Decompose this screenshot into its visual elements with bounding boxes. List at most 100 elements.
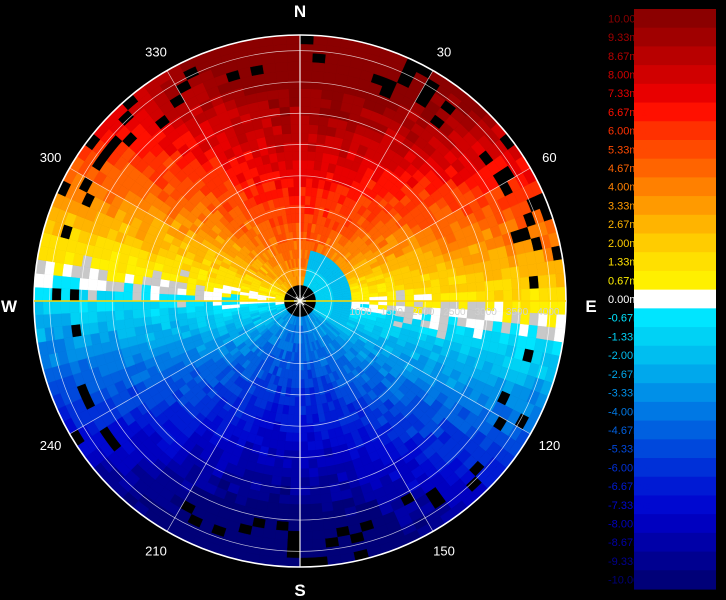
velocity-cell [78,300,89,313]
velocity-cell [141,275,153,286]
velocity-cell [287,70,301,81]
velocity-cell [70,264,82,279]
velocity-cell [289,486,301,496]
legend-label: 0.67m/s [608,275,648,287]
velocity-cell [150,285,160,294]
velocity-cell [321,80,335,92]
legend-label: 4.67m/s [608,163,648,175]
legend-label: 2.00m/s [608,238,648,250]
velocity-cell [283,449,293,460]
velocity-cell [320,492,333,504]
velocity-cell [132,274,144,285]
velocity-cell [123,282,134,293]
velocity-cell [87,289,97,302]
velocity-cell [457,283,468,293]
velocity-cell [266,89,279,101]
legend-label: -7.33m/s [608,500,651,512]
velocity-cell [302,361,308,371]
velocity-cell [299,557,315,568]
velocity-cell [315,448,326,460]
velocity-cell [299,370,305,380]
velocity-cell [287,186,295,197]
velocity-cell [308,124,319,135]
velocity-cell [528,275,540,290]
velocity-cell [266,143,277,155]
velocity-cell [306,432,315,443]
velocity-cell [291,441,301,452]
velocity-cell [321,89,334,101]
velocity-cell [115,271,126,283]
velocity-cell [87,300,97,313]
velocity-cell [475,281,486,292]
velocity-cells [33,34,567,568]
velocity-cell [272,466,283,477]
velocity-cell [176,300,187,308]
velocity-cell [265,510,279,522]
velocity-cell [132,283,143,293]
velocity-cell [317,125,328,136]
velocity-cell [280,178,289,189]
azimuth-tick-label: 240 [40,438,62,453]
legend-label: 5.33m/s [608,144,648,156]
velocity-cell [185,300,196,308]
velocity-cell [422,293,433,302]
velocity-cell [176,294,187,302]
velocity-cell [518,323,530,338]
velocity-cell [299,79,312,90]
velocity-cell [158,300,169,309]
azimuth-tick-label: 60 [542,150,556,165]
velocity-cell [270,116,282,127]
velocity-cell [285,423,294,434]
velocity-cell [306,159,315,170]
velocity-cell [299,186,307,197]
velocity-cell [114,291,124,302]
velocity-cell [158,307,169,316]
velocity-cell [293,414,301,425]
velocity-cell [70,323,82,338]
velocity-cell [299,43,314,54]
legend-label: 9.33m/s [608,32,648,44]
velocity-cell [447,316,459,327]
velocity-cell [299,521,313,532]
legend-label: 10.00m/s [608,13,654,25]
legend-label: 2.67m/s [608,219,648,231]
velocity-cell [267,98,280,110]
velocity-cell [97,268,109,281]
velocity-cell [287,61,301,72]
velocity-cell [299,222,305,232]
velocity-cell [150,315,161,325]
velocity-cell [422,286,433,295]
velocity-cell [51,300,62,315]
velocity-cell [310,79,324,90]
velocity-cell [141,308,152,318]
velocity-cell [272,125,283,136]
velocity-cell [465,318,476,329]
legend-label: -5.33m/s [608,444,651,456]
legend-label: -6.67m/s [608,481,651,493]
velocity-cell [288,504,301,514]
velocity-cell [315,142,326,154]
velocity-cell [276,151,286,162]
velocity-cell [185,306,196,314]
velocity-cell [272,44,288,55]
velocity-cell [221,304,232,310]
velocity-cell [194,305,205,313]
velocity-cell [115,319,126,331]
velocity-cell [60,312,72,327]
velocity-cell [274,448,285,460]
legend-label: -0.67m/s [608,313,651,325]
velocity-cell [556,286,567,302]
velocity-cell [292,159,301,170]
velocity-cell [276,512,290,523]
velocity-cell [294,397,301,407]
velocity-cell [289,495,301,505]
velocity-cell [291,133,301,143]
velocity-cell [299,450,309,461]
velocity-cell [140,292,151,302]
velocity-cell [323,528,338,540]
velocity-cell [60,275,72,290]
legend-label: -10.00m/s [608,575,657,587]
velocity-cell [311,520,325,532]
velocity-cell [43,313,54,329]
velocity-cell [431,286,442,295]
